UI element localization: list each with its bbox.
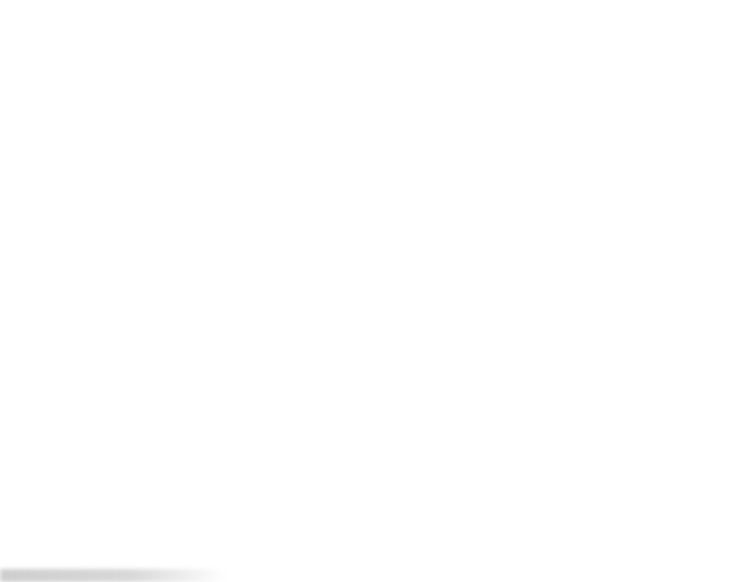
- window-shadow: [0, 569, 236, 582]
